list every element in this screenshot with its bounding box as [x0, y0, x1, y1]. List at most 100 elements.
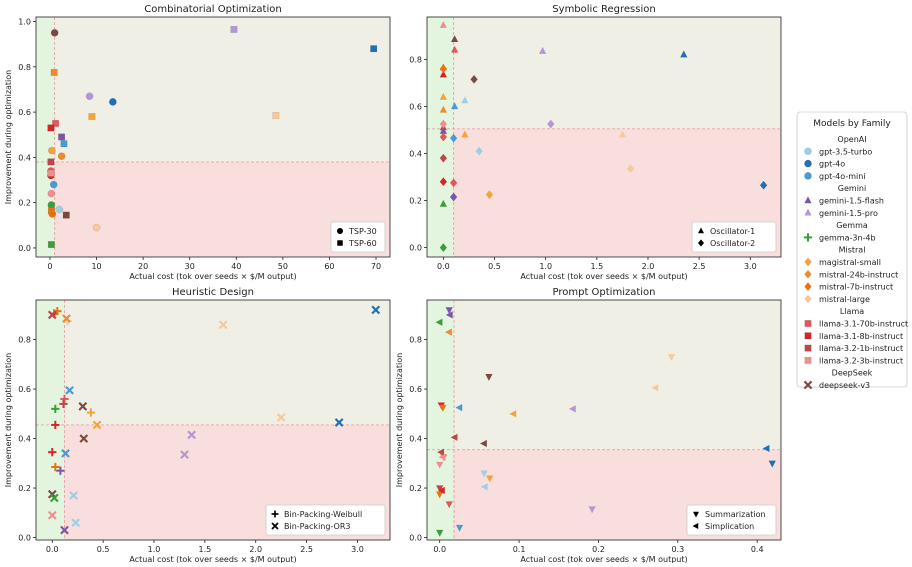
family-model-label: llama-3.1-70b-instruct	[819, 320, 908, 329]
data-point	[439, 153, 447, 163]
data-point	[439, 119, 447, 129]
data-point	[470, 75, 478, 84]
region-low-cost	[427, 300, 454, 540]
legend-marker-oscillator-1	[698, 227, 704, 234]
family-model-label: mistral-7b-instruct	[819, 283, 893, 292]
data-point	[49, 493, 59, 503]
x-tick-label: 30	[185, 262, 195, 271]
chart-title: Heuristic Design	[172, 287, 254, 298]
data-point	[276, 413, 286, 422]
family-header-openai: OpenAI	[837, 135, 866, 144]
data-point	[47, 510, 57, 520]
legend-label: Oscillator-1	[710, 227, 755, 236]
data-point	[60, 525, 69, 535]
x-tick-label: 1.5	[198, 545, 211, 554]
x-stroke-b	[62, 314, 71, 323]
x-stroke-b	[78, 402, 88, 411]
data-point	[762, 444, 770, 453]
x-stroke-b	[371, 305, 381, 315]
data-point	[445, 328, 452, 336]
data-point	[62, 211, 70, 219]
legend-box	[686, 504, 777, 536]
data-points	[47, 305, 381, 535]
data-point	[438, 453, 446, 461]
plus-bar-v	[89, 408, 92, 417]
family-header-llama: Llama	[840, 307, 864, 316]
family-model-label: gpt-3.5-turbo	[819, 147, 872, 156]
data-point	[47, 207, 55, 215]
y-tick-label: 0.6	[18, 108, 31, 117]
data-point	[475, 146, 483, 156]
data-point	[439, 64, 447, 74]
data-point	[439, 70, 447, 78]
y-tick-label: 0.4	[18, 153, 31, 162]
x-tick-label: 0.0	[433, 545, 446, 554]
family-model-label: llama-3.2-1b-instruct	[819, 344, 903, 353]
data-point	[53, 306, 62, 316]
data-point	[451, 102, 459, 110]
data-point	[455, 404, 463, 412]
plus-bar-v	[274, 510, 276, 518]
data-point	[109, 98, 117, 106]
data-point	[88, 113, 96, 121]
family-model-label: gemini-1.5-pro	[819, 209, 878, 218]
x-tick-label: 0.0	[46, 545, 59, 554]
family-model-label: llama-3.2-3b-instruct	[819, 356, 903, 365]
data-point	[768, 460, 776, 468]
x-stroke-b	[65, 385, 74, 395]
plus-bar-v	[59, 466, 62, 475]
x-tick-label: 0.3	[671, 545, 684, 554]
y-tick-label: 0.8	[18, 336, 31, 345]
x-tick-label: 60	[324, 262, 334, 271]
data-point	[47, 169, 55, 177]
data-point	[180, 450, 189, 460]
data-point	[461, 96, 469, 104]
family-header-deepseek: DeepSeek	[832, 369, 873, 378]
x-tick-label: 0	[47, 262, 52, 271]
family-marker-ll3	[804, 356, 812, 364]
data-point	[439, 177, 447, 187]
data-point	[436, 529, 444, 537]
legend-marker-summarization	[693, 511, 699, 518]
data-point	[92, 223, 101, 232]
data-point	[60, 140, 68, 148]
x-stroke-b	[49, 493, 59, 503]
x-tick-label: 2.5	[300, 545, 313, 554]
x-tick-label: 40	[231, 262, 241, 271]
plus-bar-v	[62, 399, 65, 409]
data-point	[47, 146, 56, 155]
data-points	[439, 21, 768, 252]
y-tick-label: 0.0	[18, 244, 31, 253]
data-point	[439, 132, 447, 142]
y-tick-label: 0.0	[409, 244, 422, 253]
chart-title: Combinatorial Optimization	[144, 4, 281, 15]
marker-legend: Bin-Packing-Weibull Bin-Packing-OR3	[265, 504, 386, 536]
x-tick-label: 1.0	[148, 545, 161, 554]
data-point	[61, 449, 70, 458]
family-marker-ll70	[804, 320, 812, 327]
data-point	[680, 50, 688, 58]
x-stroke-b	[187, 430, 197, 440]
x-tick-label: 0.5	[97, 545, 110, 554]
marker-legend: TSP-30 TSP-60	[330, 221, 386, 253]
family-header-gemma: Gemma	[836, 221, 868, 230]
data-point	[436, 461, 444, 469]
data-point	[58, 133, 66, 141]
data-point	[451, 35, 459, 43]
x-tick-label: 3.0	[744, 262, 757, 271]
x-tick-label: 50	[278, 262, 288, 271]
y-tick-label: 1.0	[18, 18, 31, 27]
data-point	[334, 418, 344, 427]
data-point	[760, 180, 768, 190]
data-point	[272, 112, 280, 119]
family-header-mistral: Mistral	[839, 246, 866, 255]
y-tick-label: 0.0	[409, 534, 422, 543]
family-marker-mis24b	[804, 269, 812, 279]
data-point	[651, 384, 659, 392]
data-point	[218, 320, 228, 330]
x-stroke-b	[79, 434, 89, 443]
region-upper-right	[453, 300, 781, 450]
data-point	[78, 402, 88, 411]
region-low-cost	[36, 300, 65, 540]
data-point	[79, 434, 89, 443]
